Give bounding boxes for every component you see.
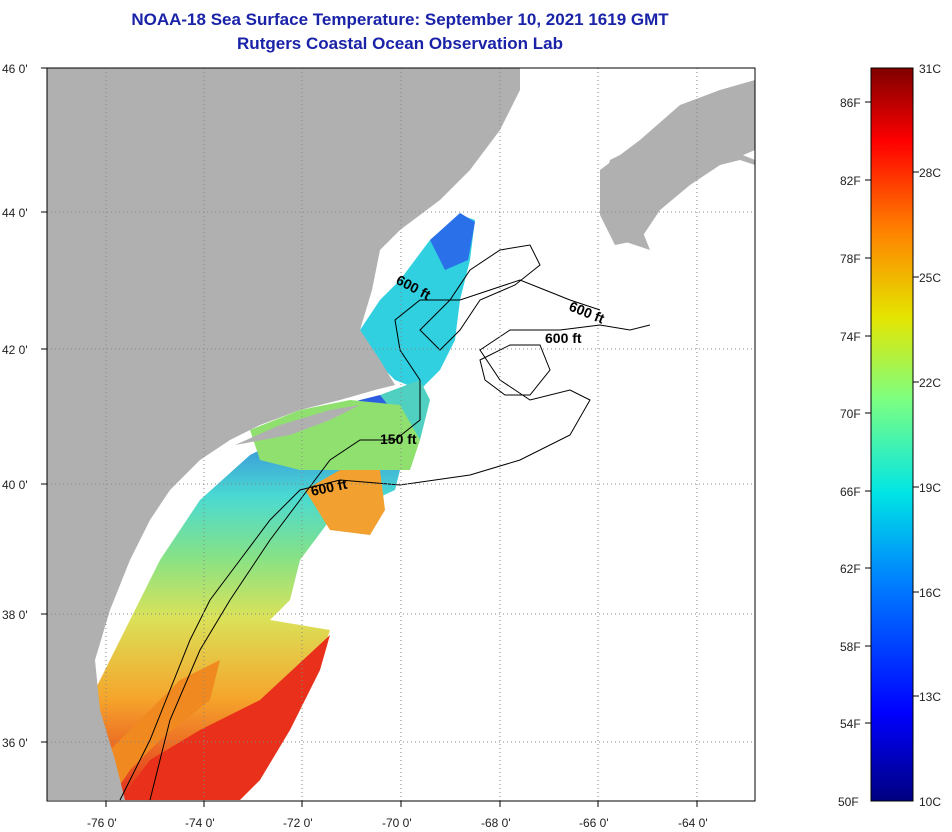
contour-line: [149, 279, 601, 801]
map-title: NOAA-18 Sea Surface Temperature: Septemb…: [131, 10, 669, 29]
lat-label: 46 0': [2, 62, 28, 76]
map-subtitle: Rutgers Coastal Ocean Observation Lab: [237, 34, 563, 53]
colorbar-celsius-label: 22C: [919, 376, 941, 390]
contour-label: 600 ft: [545, 330, 582, 346]
colorbar-fahrenheit-label: 86F: [840, 96, 861, 110]
sst-cold-patch: [430, 213, 475, 270]
lon-label: -74 0': [185, 816, 215, 830]
sst-new-england-shelf: [250, 400, 420, 470]
contour-line: [119, 324, 651, 801]
colorbar-celsius-label: 16C: [919, 586, 941, 600]
lat-label: 44 0': [2, 206, 28, 220]
contour-line: [479, 344, 551, 396]
lon-label: -66 0': [579, 816, 609, 830]
colorbar-celsius-label: 13C: [919, 690, 941, 704]
colorbar-celsius-label: 28C: [919, 166, 941, 180]
lat-label: 40 0': [2, 478, 28, 492]
sst-offshore-orange: [305, 470, 385, 535]
colorbar-celsius-label: 25C: [919, 271, 941, 285]
lat-label: 36 0': [2, 736, 28, 750]
lon-label: -70 0': [382, 816, 412, 830]
colorbar-fahrenheit-label: 58F: [840, 640, 861, 654]
colorbar-fahrenheit-label: 82F: [840, 174, 861, 188]
lat-label: 42 0': [2, 343, 28, 357]
colorbar: [870, 67, 914, 802]
colorbar-celsius-label: 19C: [919, 481, 941, 495]
lon-label: -68 0': [481, 816, 511, 830]
land-nova-scotia: [600, 80, 755, 245]
lon-label: -72 0': [283, 816, 313, 830]
axis-ticks: [41, 67, 698, 807]
contour-line: [419, 244, 541, 351]
lon-label: -64 0': [678, 816, 708, 830]
lon-label: -76 0': [87, 816, 117, 830]
colorbar-celsius-label: 31C: [919, 62, 941, 76]
land-mainland: [47, 68, 755, 800]
colorbar-fahrenheit-label: 62F: [840, 562, 861, 576]
colorbar-fahrenheit-label: 78F: [840, 252, 861, 266]
contour-label: 600 ft: [309, 476, 348, 499]
contour-label: 150 ft: [380, 431, 417, 447]
colorbar-fahrenheit-label: 54F: [840, 717, 861, 731]
colorbar-ticks: [865, 101, 919, 724]
colorbar-fahrenheit-label: 70F: [840, 407, 861, 421]
colorbar-fahrenheit-label: 50F: [838, 795, 859, 809]
land-long-island: [235, 405, 360, 445]
colorbar-fahrenheit-label: 66F: [840, 485, 861, 499]
colorbar-celsius-label: 10C: [919, 795, 941, 809]
colorbar-fahrenheit-label: 74F: [840, 330, 861, 344]
sst-cape-cod: [380, 380, 430, 440]
lat-label: 38 0': [2, 608, 28, 622]
sst-south-red: [120, 635, 330, 800]
